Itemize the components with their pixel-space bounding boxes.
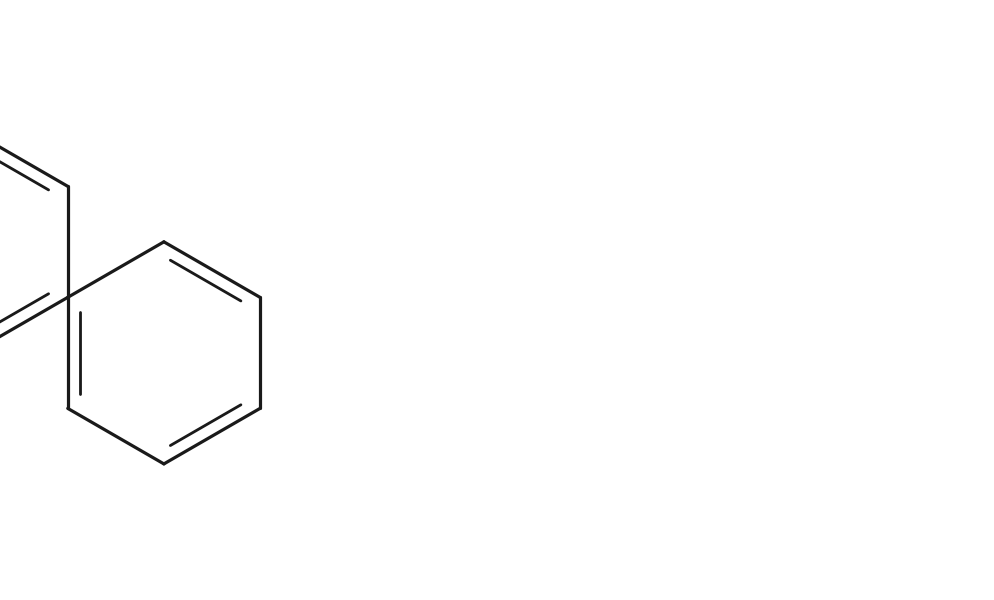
Text: Cl: Cl — [0, 117, 1, 141]
